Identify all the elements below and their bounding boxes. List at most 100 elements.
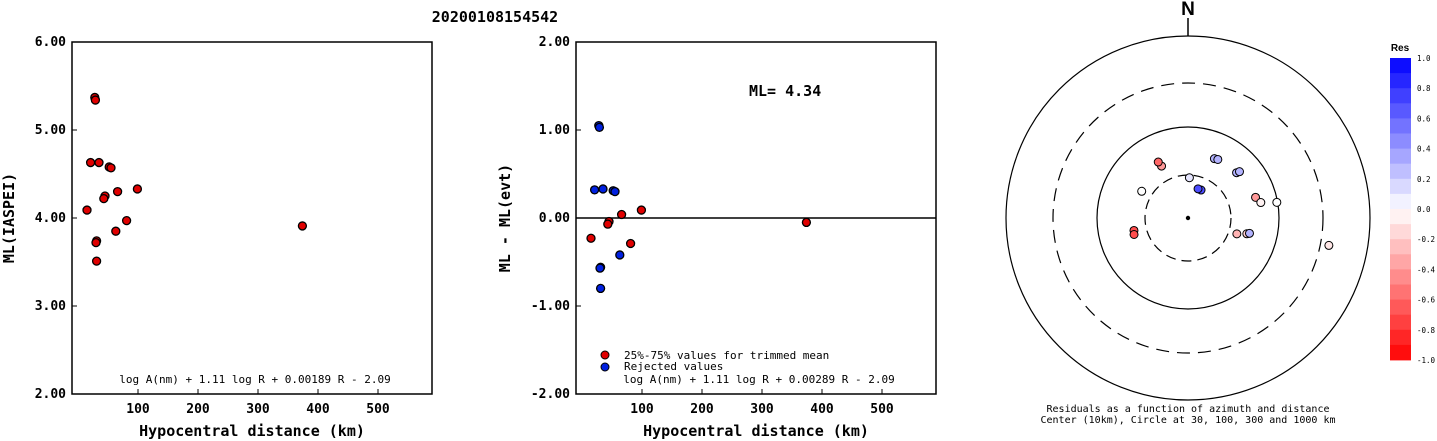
y-tick-label: 5.00 bbox=[35, 123, 66, 138]
colorbar-cell bbox=[1390, 239, 1411, 255]
data-point bbox=[594, 122, 605, 133]
data-point bbox=[106, 163, 116, 173]
y-tick-label: 3.00 bbox=[35, 299, 66, 314]
y-tick-label: 2.00 bbox=[539, 35, 570, 50]
colorbar-tick-label: -0.4 bbox=[1417, 265, 1436, 274]
legend-label-trimmed: 25%-75% values for trimmed mean bbox=[624, 349, 829, 362]
mid-axis-ticks: 100 200 300 400 500 -2.00 -1.00 0.00 1.00 2.00 bbox=[531, 35, 894, 417]
station-residual-point bbox=[1234, 167, 1244, 177]
left-axis-ticks: 100 200 300 400 500 2.00 3.00 4.00 5.00 6.00 bbox=[35, 35, 390, 417]
x-tick-label: 200 bbox=[186, 402, 210, 417]
data-point bbox=[625, 238, 636, 249]
polar-data-points bbox=[1129, 154, 1334, 250]
data-point bbox=[589, 185, 600, 195]
data-point bbox=[132, 184, 143, 194]
station-residual-point bbox=[1232, 229, 1242, 239]
x-tick-label: 500 bbox=[870, 402, 894, 417]
colorbar-cell bbox=[1390, 209, 1411, 225]
mid-y-axis-label: ML - ML(evt) bbox=[496, 164, 514, 272]
x-tick-label: 100 bbox=[630, 402, 654, 417]
station-residual-point bbox=[1272, 197, 1282, 207]
data-point bbox=[121, 215, 132, 226]
circle-30km bbox=[1144, 174, 1232, 262]
data-point bbox=[598, 184, 608, 194]
colorbar-tick-label: 0.6 bbox=[1417, 114, 1431, 123]
colorbar-cell bbox=[1390, 148, 1411, 165]
mid-legend: 25%-75% values for trimmed mean Rejected… bbox=[600, 349, 829, 373]
station-residual-point bbox=[1129, 229, 1139, 239]
colorbar-cell bbox=[1390, 269, 1411, 285]
data-point bbox=[91, 237, 101, 248]
y-tick-label: -1.00 bbox=[531, 299, 570, 314]
x-tick-label: 400 bbox=[306, 402, 330, 417]
colorbar-cell bbox=[1390, 103, 1411, 119]
y-tick-label: 0.00 bbox=[539, 211, 570, 226]
left-formula: log A(nm) + 1.11 log R + 0.00189 R - 2.0… bbox=[119, 373, 391, 386]
data-point bbox=[616, 209, 627, 220]
data-point bbox=[615, 250, 625, 260]
data-point bbox=[111, 226, 121, 236]
polar-caption-line2: Center (10km), Circle at 30, 100, 300 an… bbox=[1040, 415, 1335, 426]
colorbar-cell bbox=[1390, 133, 1411, 149]
legend-marker-trimmed bbox=[600, 350, 610, 360]
residual-colorbar: Res 1.0 0.8 0.6 0.4 0.2 0.0 -0.2 -0.4 -0.6 -0.8 -1… bbox=[1390, 43, 1436, 365]
data-point bbox=[297, 221, 308, 231]
station-residual-point bbox=[1153, 157, 1163, 167]
colorbar-cell bbox=[1390, 329, 1411, 346]
x-tick-label: 400 bbox=[810, 402, 834, 417]
colorbar-cells bbox=[1390, 58, 1411, 361]
residual-vs-distance-panel: ML - ML(evt) Hypocentral distance (km) M… bbox=[496, 35, 937, 440]
data-point bbox=[90, 95, 101, 105]
colorbar-tick-label: -1.0 bbox=[1417, 356, 1436, 365]
mid-formula: log A(nm) + 1.11 log R + 0.00289 R - 2.0… bbox=[623, 373, 895, 386]
station-residual-point bbox=[1213, 154, 1223, 164]
data-point bbox=[91, 256, 102, 266]
polar-caption-line1: Residuals as a function of azimuth and d… bbox=[1047, 404, 1330, 415]
x-tick-label: 300 bbox=[246, 402, 270, 417]
data-point bbox=[99, 193, 109, 204]
colorbar-cell bbox=[1390, 193, 1411, 210]
mid-data-points bbox=[586, 120, 812, 294]
colorbar-ticks: 1.0 0.8 0.6 0.4 0.2 0.0 -0.2 -0.4 -0.6 -0.8 -1.0 bbox=[1417, 54, 1436, 365]
colorbar-cell bbox=[1390, 224, 1411, 240]
data-point bbox=[595, 283, 606, 294]
colorbar-cell bbox=[1390, 254, 1411, 270]
station-residual-point bbox=[1193, 184, 1203, 194]
colorbar-tick-label: 0.8 bbox=[1417, 84, 1431, 93]
colorbar-cell bbox=[1390, 344, 1411, 361]
left-x-axis-label: Hypocentral distance (km) bbox=[139, 422, 365, 440]
ml-annotation: ML= 4.34 bbox=[749, 82, 821, 100]
colorbar-tick-label: 0.2 bbox=[1417, 175, 1431, 184]
figure-title: 20200108154542 bbox=[432, 8, 558, 26]
left-y-axis-label: ML(IASPEI) bbox=[0, 173, 18, 263]
colorbar-cell bbox=[1390, 163, 1411, 180]
station-residual-point bbox=[1244, 228, 1254, 238]
colorbar-cell bbox=[1390, 58, 1411, 74]
data-point bbox=[586, 233, 596, 243]
colorbar-tick-label: 0.4 bbox=[1417, 145, 1431, 154]
colorbar-tick-label: 0.0 bbox=[1417, 205, 1431, 214]
ml-vs-distance-panel: ML(IASPEI) Hypocentral distance (km) log… bbox=[0, 35, 433, 440]
mid-x-axis-label: Hypocentral distance (km) bbox=[643, 422, 869, 440]
colorbar-cell bbox=[1390, 73, 1411, 89]
colorbar-cell bbox=[1390, 284, 1411, 300]
data-point bbox=[94, 157, 104, 168]
station-residual-point bbox=[1137, 186, 1147, 196]
data-point bbox=[595, 263, 605, 273]
colorbar-cell bbox=[1390, 314, 1411, 331]
colorbar-cell bbox=[1390, 88, 1411, 104]
center-dot bbox=[1185, 215, 1191, 221]
station-residual-point bbox=[1184, 173, 1194, 183]
colorbar-tick-label: 1.0 bbox=[1417, 54, 1431, 63]
legend-label-rejected: Rejected values bbox=[624, 360, 723, 373]
station-residual-point bbox=[1251, 192, 1261, 202]
left-data-points bbox=[82, 92, 308, 266]
y-tick-label: 1.00 bbox=[539, 123, 570, 138]
colorbar-tick-label: -0.6 bbox=[1417, 296, 1436, 305]
north-label: N bbox=[1181, 0, 1195, 20]
legend-marker-rejected bbox=[600, 362, 610, 372]
y-tick-label: 6.00 bbox=[35, 35, 66, 50]
data-point bbox=[610, 186, 620, 197]
data-point bbox=[636, 205, 647, 215]
